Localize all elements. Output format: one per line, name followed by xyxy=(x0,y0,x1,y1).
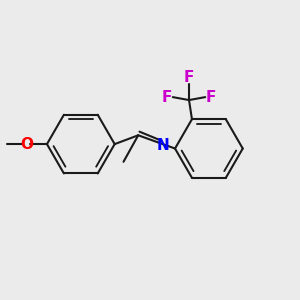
Text: F: F xyxy=(206,90,216,105)
Text: O: O xyxy=(20,136,33,152)
Text: F: F xyxy=(162,90,172,105)
Text: N: N xyxy=(157,138,169,153)
Text: F: F xyxy=(184,70,194,86)
